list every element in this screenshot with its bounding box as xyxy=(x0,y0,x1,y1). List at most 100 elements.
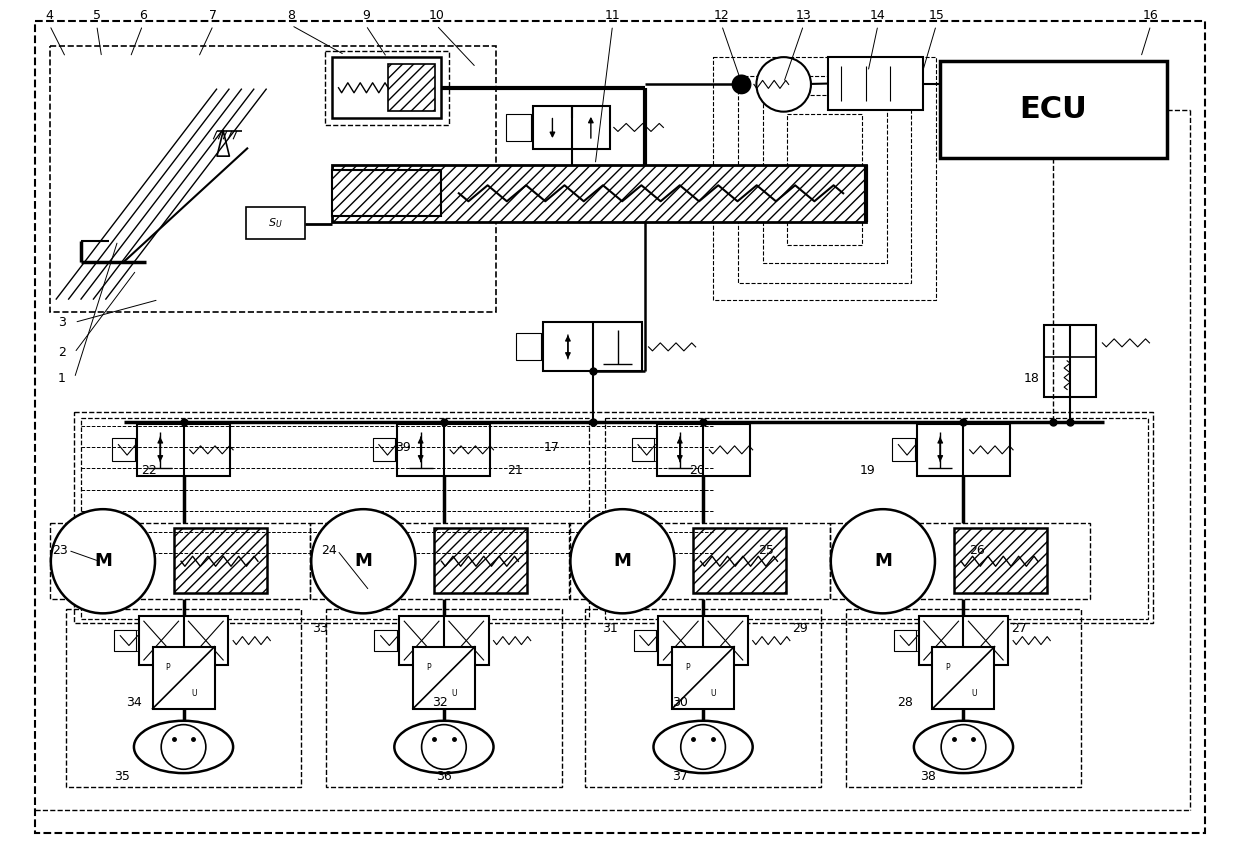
Text: 23: 23 xyxy=(52,544,67,557)
Bar xyxy=(153,647,215,709)
Text: 6: 6 xyxy=(139,8,146,22)
Text: M: M xyxy=(614,552,631,571)
Text: U: U xyxy=(971,689,977,698)
Circle shape xyxy=(161,725,206,769)
Text: 7: 7 xyxy=(210,8,217,22)
Bar xyxy=(713,57,936,300)
Circle shape xyxy=(681,725,725,769)
Text: U: U xyxy=(191,689,197,698)
Bar xyxy=(605,418,1148,619)
Bar xyxy=(372,438,394,462)
Bar xyxy=(326,609,562,787)
Bar xyxy=(310,523,570,599)
Text: 14: 14 xyxy=(870,8,885,22)
Text: 1: 1 xyxy=(58,371,66,385)
Bar xyxy=(738,76,911,283)
Text: 39: 39 xyxy=(396,441,410,454)
Bar xyxy=(693,528,786,593)
Text: 18: 18 xyxy=(1024,371,1039,385)
Bar xyxy=(332,170,441,216)
Text: 9: 9 xyxy=(362,8,370,22)
Bar xyxy=(434,528,527,593)
Text: 16: 16 xyxy=(1143,8,1158,22)
Bar xyxy=(374,630,397,652)
Text: 10: 10 xyxy=(429,8,444,22)
Text: M: M xyxy=(874,552,892,571)
Bar xyxy=(74,412,1153,623)
Circle shape xyxy=(570,509,675,614)
Bar xyxy=(672,647,734,709)
Bar xyxy=(516,333,541,360)
Circle shape xyxy=(941,725,986,769)
Text: 11: 11 xyxy=(605,8,620,22)
Circle shape xyxy=(422,725,466,769)
Text: 12: 12 xyxy=(714,8,729,22)
Text: 30: 30 xyxy=(672,695,687,709)
Bar xyxy=(139,616,228,665)
Bar xyxy=(631,438,655,462)
Ellipse shape xyxy=(134,721,233,773)
Text: 22: 22 xyxy=(141,464,156,478)
Bar xyxy=(954,528,1047,593)
Bar xyxy=(397,424,490,476)
Bar xyxy=(506,114,531,141)
Bar xyxy=(332,165,866,222)
Bar xyxy=(413,647,475,709)
Text: 33: 33 xyxy=(312,622,327,636)
Bar xyxy=(932,647,994,709)
Text: 4: 4 xyxy=(46,8,53,22)
Ellipse shape xyxy=(394,721,494,773)
Bar xyxy=(533,106,610,149)
Text: 36: 36 xyxy=(436,770,451,783)
Text: 21: 21 xyxy=(507,464,522,478)
Bar xyxy=(114,630,136,652)
Bar xyxy=(658,616,748,665)
Text: 5: 5 xyxy=(93,8,100,22)
Text: 28: 28 xyxy=(898,695,913,709)
Circle shape xyxy=(831,509,935,614)
Bar xyxy=(136,424,231,476)
Text: M: M xyxy=(94,552,112,571)
Text: ECU: ECU xyxy=(1019,95,1087,124)
Bar xyxy=(918,424,1009,476)
Bar xyxy=(940,61,1167,158)
Text: 26: 26 xyxy=(970,544,985,557)
Bar xyxy=(81,418,589,619)
Text: 3: 3 xyxy=(58,316,66,329)
Bar xyxy=(325,51,449,125)
Bar xyxy=(828,57,923,110)
Text: U: U xyxy=(451,689,458,698)
Bar xyxy=(893,438,915,462)
Text: 17: 17 xyxy=(544,441,559,454)
Bar xyxy=(112,438,134,462)
Text: 8: 8 xyxy=(288,8,295,22)
Text: P: P xyxy=(427,663,430,672)
Bar xyxy=(787,114,862,245)
Bar xyxy=(399,616,489,665)
Circle shape xyxy=(756,57,811,111)
Bar xyxy=(657,424,749,476)
Bar xyxy=(830,523,1090,599)
Text: 38: 38 xyxy=(920,770,935,783)
Text: P: P xyxy=(946,663,950,672)
Text: 31: 31 xyxy=(603,622,618,636)
Text: U: U xyxy=(711,689,717,698)
Text: 32: 32 xyxy=(433,695,448,709)
Text: 27: 27 xyxy=(1012,622,1027,636)
Bar xyxy=(50,523,310,599)
Text: P: P xyxy=(686,663,689,672)
Text: 20: 20 xyxy=(689,464,704,478)
Bar xyxy=(585,609,821,787)
Text: M: M xyxy=(355,552,372,571)
Text: 34: 34 xyxy=(126,695,141,709)
Text: $S_U$: $S_U$ xyxy=(268,216,283,230)
Circle shape xyxy=(732,74,751,95)
Circle shape xyxy=(311,509,415,614)
Text: P: P xyxy=(166,663,170,672)
Bar xyxy=(388,64,435,111)
Text: 37: 37 xyxy=(672,770,687,783)
Bar xyxy=(919,616,1008,665)
Bar xyxy=(66,609,301,787)
Bar xyxy=(569,523,830,599)
Bar xyxy=(246,207,305,239)
